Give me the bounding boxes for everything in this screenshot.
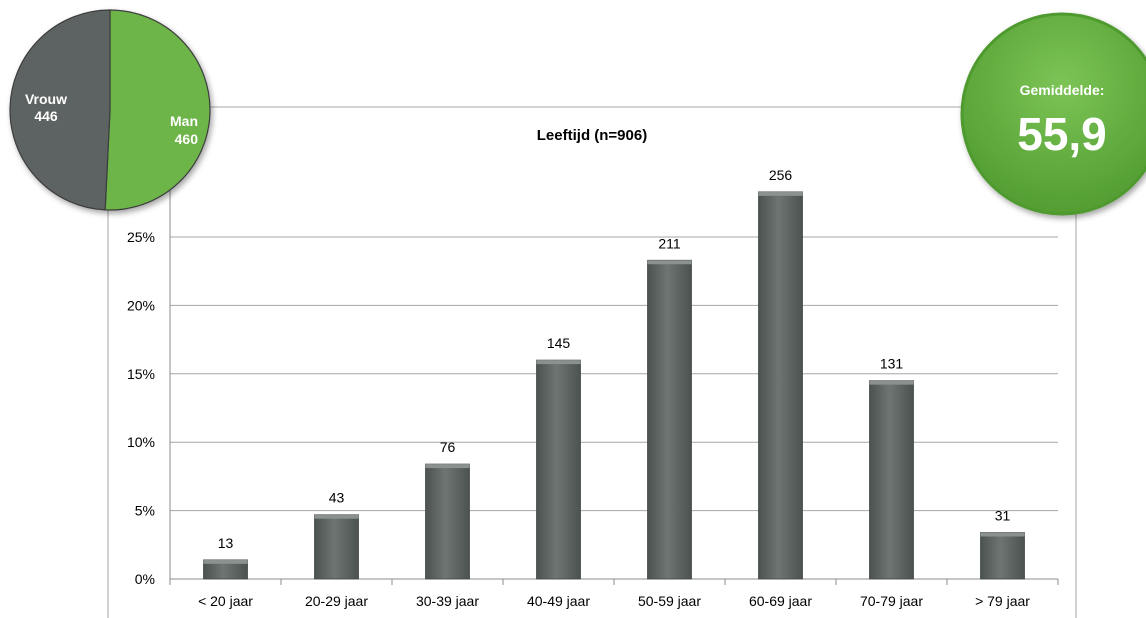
data-label: 145 xyxy=(547,335,571,351)
bar xyxy=(869,380,914,580)
bar-cap xyxy=(203,559,248,564)
x-tick-label: 60-69 jaar xyxy=(749,593,812,609)
data-label: 131 xyxy=(880,356,904,372)
pie-value-man: 460 xyxy=(175,131,199,147)
chart-title: Leeftijd (n=906) xyxy=(537,127,647,144)
x-tick-label: < 20 jaar xyxy=(198,593,253,609)
bar xyxy=(314,514,359,580)
bar xyxy=(647,259,692,580)
bar-cap xyxy=(647,260,692,265)
data-label: 211 xyxy=(658,235,681,251)
y-tick-label: 15% xyxy=(127,366,155,382)
data-label: 13 xyxy=(218,535,234,551)
y-tick-label: 20% xyxy=(127,297,155,313)
data-label: 43 xyxy=(329,490,345,506)
bar-cap xyxy=(980,532,1025,537)
bar-cap xyxy=(869,380,914,385)
average-label: Gemiddelde: xyxy=(1020,82,1105,98)
x-tick-label: 40-49 jaar xyxy=(527,593,590,609)
y-tick-label: 5% xyxy=(135,503,155,519)
pie-label-man: Man xyxy=(170,113,198,129)
y-axis: 0% 5% 10% 15% 20% 25% xyxy=(127,229,155,587)
bar-cap xyxy=(314,514,359,519)
bar xyxy=(536,359,581,580)
bar-cap xyxy=(425,464,470,469)
x-tick-label: 20-29 jaar xyxy=(305,593,368,609)
y-tick-label: 25% xyxy=(127,229,155,245)
chart-frame xyxy=(107,106,1077,618)
x-tick-label: 30-39 jaar xyxy=(416,593,479,609)
data-label: 76 xyxy=(440,439,456,455)
average-badge xyxy=(960,12,1146,216)
bars xyxy=(203,191,1025,580)
average-value: 55,9 xyxy=(1017,108,1107,160)
data-labels: 13 43 76 145 211 256 131 31 xyxy=(218,167,1011,551)
gender-pie xyxy=(9,9,211,211)
y-tick-label: 10% xyxy=(127,434,155,450)
bar xyxy=(980,532,1025,580)
bar-cap xyxy=(536,360,581,365)
pie-slice-vrouw xyxy=(9,9,111,211)
data-label: 31 xyxy=(995,507,1011,523)
x-tick-label: 50-59 jaar xyxy=(638,593,701,609)
data-label: 256 xyxy=(769,167,793,183)
y-tick-label: 0% xyxy=(135,571,155,587)
x-tick-label: 70-79 jaar xyxy=(860,593,923,609)
x-tick-label: > 79 jaar xyxy=(975,593,1030,609)
bar-cap xyxy=(758,191,803,196)
x-axis: < 20 jaar 20-29 jaar 30-39 jaar 40-49 jaar 5… xyxy=(169,579,1059,609)
pie-value-vrouw: 446 xyxy=(34,108,58,124)
pie-label-vrouw: Vrouw xyxy=(25,91,67,107)
pie-slice-man xyxy=(104,9,211,211)
bar xyxy=(758,191,803,580)
bar xyxy=(425,463,470,580)
